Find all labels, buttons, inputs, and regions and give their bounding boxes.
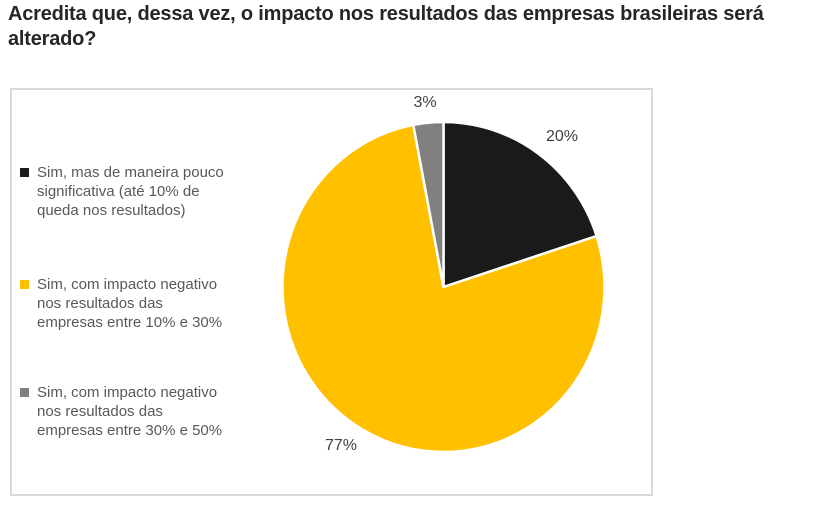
legend-swatch-icon [20, 280, 29, 289]
legend-item: Sim, com impacto negativo nos resultados … [20, 383, 230, 440]
legend-item: Sim, mas de maneira pouco significativa (… [20, 163, 230, 220]
legend-swatch-icon [20, 388, 29, 397]
chart-frame: Sim, mas de maneira pouco significativa (… [10, 88, 653, 496]
legend-item: Sim, com impacto negativo nos resultados … [20, 275, 230, 332]
legend-item-label: Sim, com impacto negativo nos resultados … [37, 276, 223, 331]
pie-slice-2 [281, 123, 606, 454]
legend-swatch-icon [20, 168, 29, 177]
pie-slice-3 [412, 120, 445, 289]
pie-slice-1 [442, 120, 598, 289]
pie-chart [281, 120, 606, 454]
legend-item-label: Sim, com impacto negativo nos resultados … [37, 384, 223, 439]
slice-value-label: 20% [545, 128, 579, 145]
page-title: Acredita que, dessa vez, o impacto nos r… [8, 3, 764, 50]
legend: Sim, mas de maneira pouco significativa (… [12, 90, 242, 494]
slice-value-label: 3% [413, 94, 437, 111]
legend-item-label: Sim, mas de maneira pouco significativa (… [37, 164, 224, 219]
slice-value-label: 77% [324, 437, 358, 454]
